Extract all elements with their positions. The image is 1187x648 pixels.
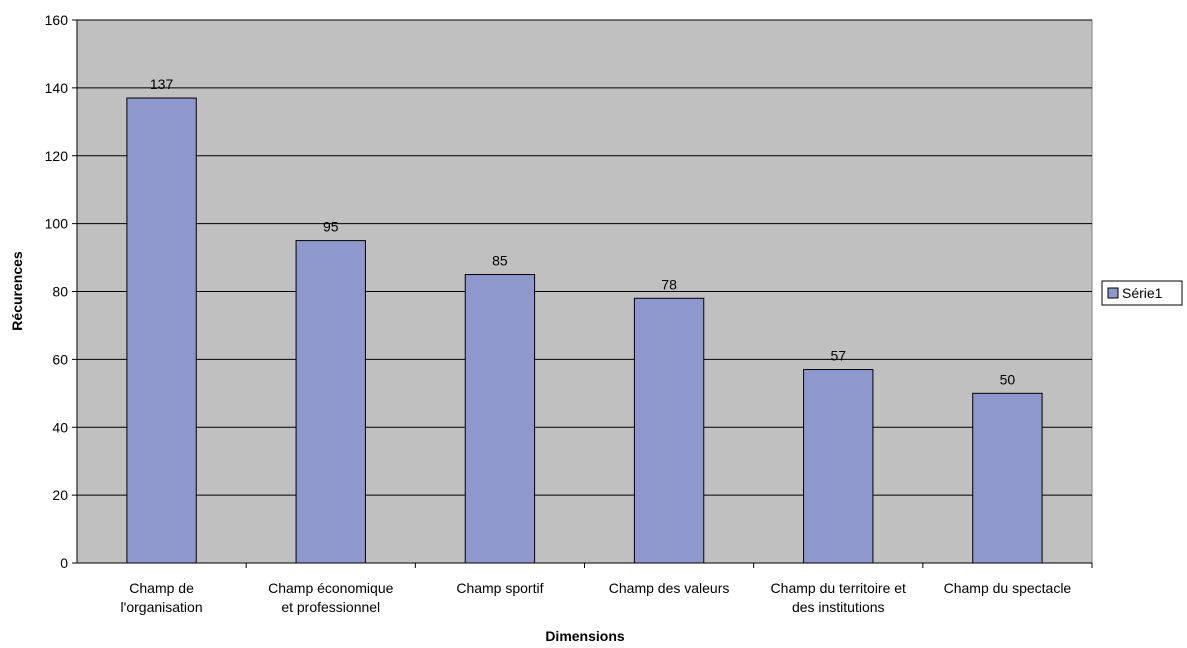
x-tick-label: Champ du territoire et des institutions: [771, 580, 907, 615]
y-tick-label: 80: [52, 284, 68, 300]
y-tick-label: 100: [45, 216, 69, 232]
y-tick-label: 140: [45, 80, 69, 96]
data-label: 78: [661, 276, 677, 292]
y-tick-label: 120: [45, 148, 69, 164]
x-tick-label: Champ des valeurs: [609, 580, 730, 596]
y-tick-label: 60: [52, 351, 68, 367]
y-tick-label: 0: [60, 555, 68, 571]
bar: [633, 297, 705, 564]
y-tick-label: 20: [52, 487, 68, 503]
x-tick-label: Champ économique et professionnel: [268, 580, 394, 615]
x-axis-ticks: Champ de l'organisation Champ économique et…: [121, 563, 1093, 615]
legend-label: Série1: [1122, 285, 1163, 301]
data-label: 85: [492, 253, 508, 269]
legend-swatch: [1107, 287, 1119, 299]
y-tick-label: 40: [52, 419, 68, 435]
bar: [464, 274, 536, 564]
gridlines: [77, 19, 1092, 496]
bar: [803, 369, 874, 564]
x-tick-label: Champ de l'organisation: [121, 580, 203, 615]
data-label: 95: [323, 219, 339, 235]
data-label: 57: [830, 348, 846, 364]
bars: 137 95 85 78 57 50: [126, 76, 1043, 564]
bar: [295, 240, 366, 564]
x-tick-label: Champ du spectacle: [944, 580, 1072, 596]
data-label: 137: [150, 76, 174, 92]
y-tick-label: 160: [45, 12, 69, 28]
x-axis-title: Dimensions: [545, 628, 625, 644]
data-label: 50: [1000, 371, 1016, 387]
legend: Série1: [1101, 280, 1183, 306]
bar: [126, 97, 197, 564]
y-axis-ticks: 0 20 40 60 80 100 120 140 160: [45, 12, 77, 571]
bar: [972, 392, 1043, 564]
x-tick-label: Champ sportif: [456, 580, 543, 596]
y-axis-title: Récurences: [9, 251, 25, 331]
